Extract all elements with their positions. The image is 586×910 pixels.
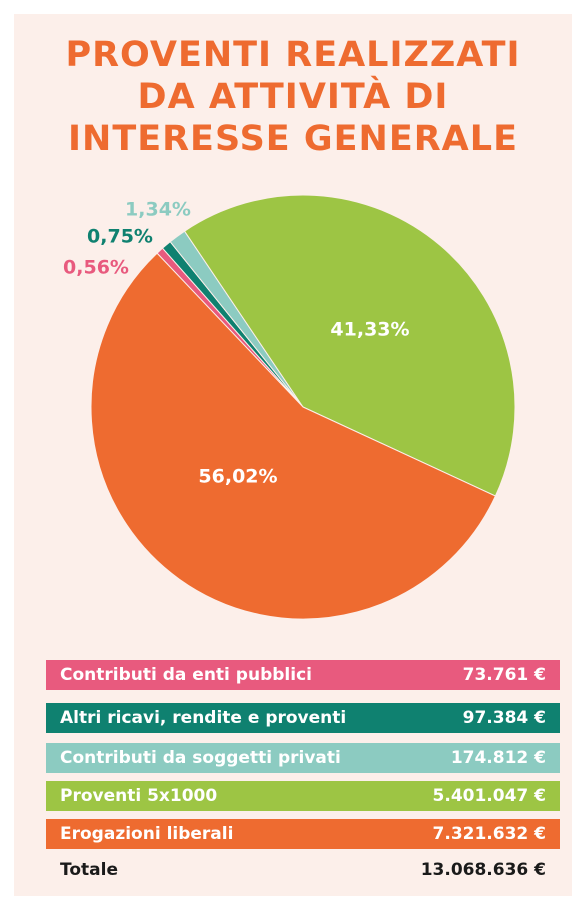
pie-slice (183, 194, 516, 497)
legend-amount: 97.384 € (462, 708, 546, 728)
legend-row: Contributi da enti pubblici 73.761 € (46, 660, 560, 690)
legend-label: Contributi da enti pubblici (60, 665, 312, 685)
pie-slice (90, 252, 497, 620)
value-label: 1,34% (125, 199, 191, 221)
legend-amount: 174.812 € (450, 748, 546, 768)
title-line: INTERESSE GENERALE (68, 119, 518, 159)
legend-row: Proventi 5x1000 5.401.047 € (46, 781, 560, 811)
legend-label: Erogazioni liberali (60, 824, 234, 844)
value-label: 41,33% (330, 319, 409, 341)
legend-amount: 7.321.632 € (432, 824, 546, 844)
value-label: 0,75% (87, 226, 153, 248)
pie-chart: 0,56% 0,75% 1,34% 41,33% 56,02% (63, 194, 516, 620)
legend-row: Altri ricavi, rendite e proventi 97.384 € (46, 703, 560, 733)
legend-label: Contributi da soggetti privati (60, 748, 341, 768)
legend-row: Erogazioni liberali 7.321.632 € (46, 819, 560, 849)
legend-label: Altri ricavi, rendite e proventi (60, 708, 347, 728)
legend-label: Proventi 5x1000 (60, 786, 218, 806)
total-amount: 13.068.636 € (420, 860, 546, 880)
legend-amount: 5.401.047 € (432, 786, 546, 806)
legend-row: Contributi da soggetti privati 174.812 € (46, 743, 560, 773)
chart-title: PROVENTI REALIZZATI DA ATTIVITÀ DI INTERES… (0, 34, 586, 160)
total-row: Totale 13.068.636 € (46, 855, 560, 885)
value-label: 56,02% (198, 466, 277, 488)
value-label: 0,56% (63, 257, 129, 279)
legend-amount: 73.761 € (462, 665, 546, 685)
title-line: PROVENTI REALIZZATI (65, 35, 521, 75)
total-label: Totale (60, 860, 118, 880)
title-line: DA ATTIVITÀ DI (137, 77, 449, 117)
